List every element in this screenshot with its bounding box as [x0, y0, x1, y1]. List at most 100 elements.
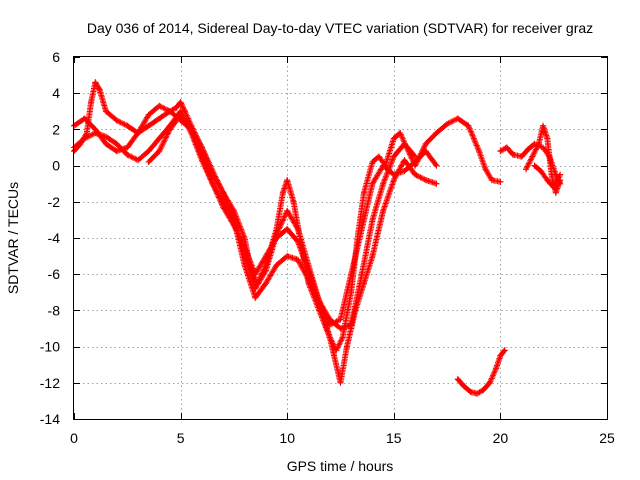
data-point	[294, 225, 301, 232]
data-point	[113, 140, 120, 147]
data-point	[352, 307, 359, 314]
data-point	[331, 352, 338, 359]
data-point	[465, 122, 472, 129]
data-point	[467, 388, 474, 395]
data-point	[422, 140, 429, 147]
x-tick-label: 15	[386, 430, 402, 446]
data-point	[525, 146, 532, 153]
data-point	[397, 130, 404, 137]
data-point	[92, 79, 99, 86]
data-point	[497, 352, 504, 359]
data-point	[454, 376, 461, 383]
data-point	[454, 115, 461, 122]
chart-title: Day 036 of 2014, Sidereal Day-to-day VTE…	[87, 20, 593, 36]
data-point	[88, 99, 95, 106]
data-point	[433, 130, 440, 137]
x-tick-label: 25	[599, 430, 615, 446]
data-point	[401, 168, 408, 175]
data-point	[96, 86, 103, 93]
data-point	[262, 253, 269, 260]
data-point	[124, 144, 131, 151]
data-point	[83, 130, 90, 137]
data-point	[550, 184, 557, 191]
data-point	[81, 135, 88, 142]
x-tick-label: 10	[279, 430, 295, 446]
data-point	[262, 280, 269, 287]
data-point	[337, 379, 344, 386]
data-point	[497, 178, 504, 185]
data-point	[177, 99, 184, 106]
data-point	[380, 162, 387, 169]
data-point	[173, 104, 180, 111]
data-point	[433, 162, 440, 169]
data-point	[102, 133, 109, 140]
data-point	[145, 158, 152, 165]
data-point	[177, 111, 184, 118]
data-point	[145, 122, 152, 129]
data-point	[124, 122, 131, 129]
data-point	[166, 108, 173, 115]
data-point	[113, 148, 120, 155]
data-point	[493, 365, 500, 372]
x-tick-label: 20	[493, 430, 509, 446]
data-point	[230, 222, 237, 229]
data-point	[486, 379, 493, 386]
data-point	[552, 189, 559, 196]
data-point	[348, 271, 355, 278]
data-point	[540, 122, 547, 129]
data-point	[156, 102, 163, 109]
data-point	[544, 177, 551, 184]
data-point	[380, 207, 387, 214]
data-point	[412, 153, 419, 160]
data-point	[380, 180, 387, 187]
data-point	[531, 162, 538, 169]
series-track-8	[531, 162, 564, 191]
data-point	[124, 151, 131, 158]
data-point	[503, 144, 510, 151]
data-point	[156, 148, 163, 155]
data-point	[480, 387, 487, 394]
y-tick-label: -8	[48, 302, 61, 318]
data-point	[522, 166, 529, 173]
data-point	[518, 153, 525, 160]
data-point	[343, 343, 350, 350]
data-point	[548, 171, 555, 178]
y-axis-tick-labels: -14 -12 -10 -8 -6 -4 -2 0 2 4 6	[40, 49, 60, 427]
y-tick-label: -6	[48, 266, 61, 282]
data-point	[209, 180, 216, 187]
data-point	[488, 177, 495, 184]
plot-frame	[73, 56, 608, 420]
data-point	[305, 267, 312, 274]
x-tick-label: 0	[70, 430, 78, 446]
data-point	[497, 148, 504, 155]
data-point	[476, 148, 483, 155]
data-point	[510, 151, 517, 158]
data-point	[316, 298, 323, 305]
data-point	[326, 334, 333, 341]
series-markers	[454, 347, 508, 397]
data-point	[279, 189, 286, 196]
data-point	[390, 153, 397, 160]
y-tick-label: -10	[40, 339, 60, 355]
data-point	[92, 126, 99, 133]
data-point	[433, 180, 440, 187]
data-point	[412, 171, 419, 178]
data-point	[390, 177, 397, 184]
data-point	[113, 117, 120, 124]
data-point	[339, 334, 346, 341]
data-point	[81, 115, 88, 122]
data-point	[102, 108, 109, 115]
data-point	[145, 148, 152, 155]
data-point	[501, 347, 508, 354]
data-point	[369, 216, 376, 223]
data-point	[557, 171, 564, 178]
data-point	[412, 158, 419, 165]
x-tick-label: 5	[177, 430, 185, 446]
data-point	[188, 126, 195, 133]
y-tick-label: -2	[48, 194, 61, 210]
data-point	[273, 262, 280, 269]
series-track-7	[522, 122, 564, 196]
y-tick-label: -12	[40, 375, 60, 391]
data-point	[284, 207, 291, 214]
